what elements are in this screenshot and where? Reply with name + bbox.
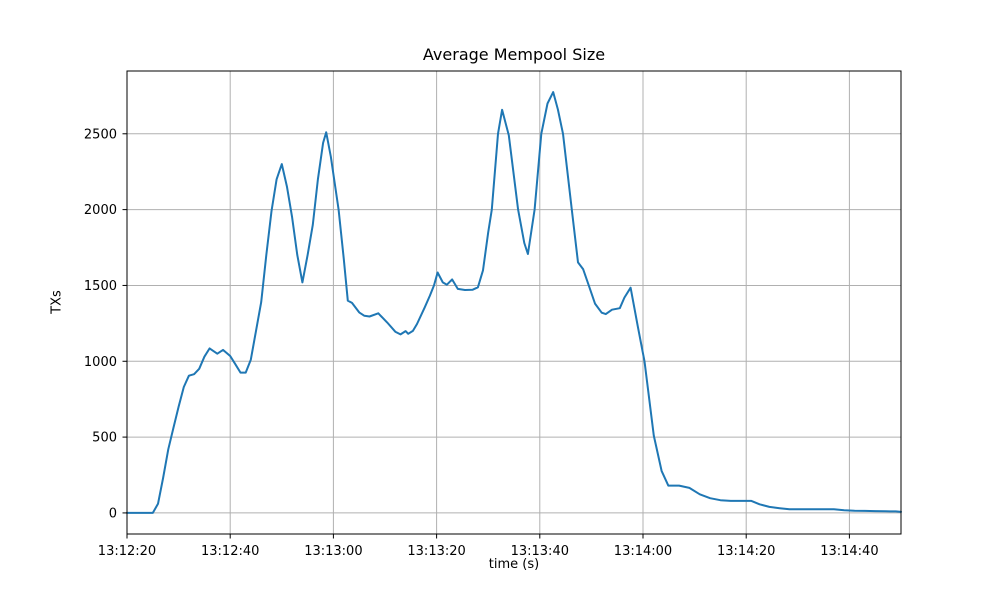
x-tick-label: 13:13:00 [304,544,362,559]
y-tick-label: 2500 [84,127,117,142]
x-tick-label: 13:14:00 [614,544,672,559]
y-tick-label: 0 [109,506,117,521]
x-tick-label: 13:12:20 [98,544,156,559]
x-tick-label: 13:13:20 [407,544,465,559]
x-axis-label: time (s) [488,557,540,572]
x-tick-label: 13:14:20 [717,544,775,559]
y-tick-label: 1500 [84,279,117,294]
chart-title: Average Mempool Size [422,45,606,64]
y-tick-label: 1000 [84,355,117,370]
y-tick-label: 2000 [84,203,117,218]
x-tick-label: 13:14:40 [820,544,878,559]
plot-frame [126,70,902,535]
y-tick-label: 500 [92,431,117,446]
x-tick-label: 13:12:40 [201,544,259,559]
x-tick-label: 13:13:40 [511,544,569,559]
series-line-average-mempool-size [126,91,902,514]
y-axis-label: TXs [49,290,65,314]
